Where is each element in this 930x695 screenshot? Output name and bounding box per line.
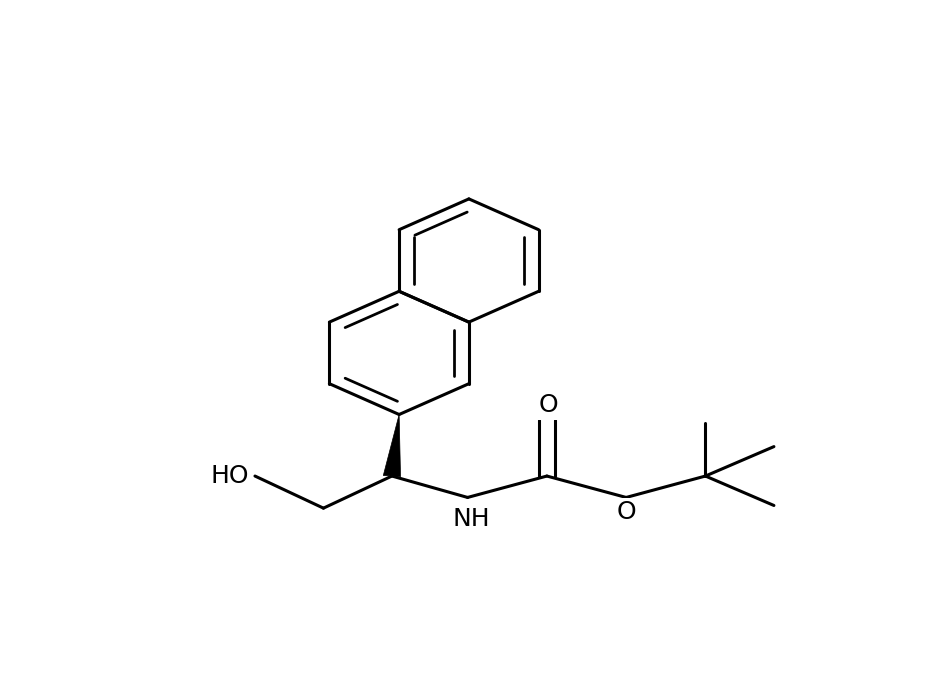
Text: O: O bbox=[538, 393, 558, 417]
Text: O: O bbox=[617, 500, 636, 525]
Bar bbox=[610, 498, 643, 527]
Polygon shape bbox=[383, 414, 401, 477]
Bar bbox=[447, 504, 495, 534]
Text: NH: NH bbox=[452, 507, 490, 531]
Text: HO: HO bbox=[210, 464, 249, 488]
Bar bbox=[206, 461, 253, 491]
Bar bbox=[532, 390, 565, 420]
